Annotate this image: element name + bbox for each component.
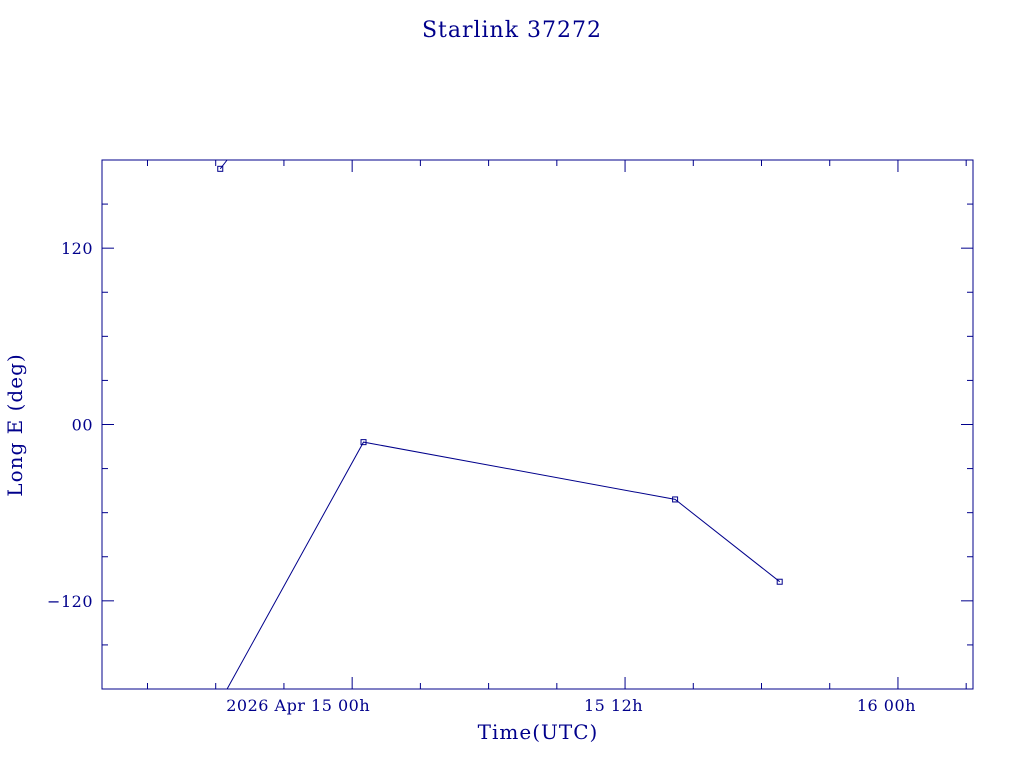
data-point — [360, 439, 367, 446]
y-tick-label: −120 — [47, 592, 93, 611]
series-line — [219, 159, 228, 170]
plot-frame — [101, 159, 974, 690]
data-point — [776, 578, 783, 585]
x-tick-label: 2026 Apr 15 00h — [226, 696, 370, 715]
series — [217, 159, 783, 690]
data-point — [672, 496, 679, 503]
series-line — [226, 441, 781, 690]
data-point — [217, 165, 224, 172]
series-group — [217, 159, 783, 690]
y-tick-label: 00 — [72, 416, 93, 435]
x-axis-label: Time(UTC) — [478, 720, 599, 744]
chart-title: Starlink 37272 — [422, 18, 602, 43]
y-axis-label: Long E (deg) — [3, 353, 27, 496]
ticks — [102, 160, 973, 689]
tick-labels: 2026 Apr 15 00h 15 12h 16 00h 120 00 −120 — [47, 239, 916, 715]
x-tick-label: 15 12h — [584, 696, 643, 715]
y-tick-label: 120 — [61, 239, 93, 258]
x-tick-label: 16 00h — [857, 696, 916, 715]
